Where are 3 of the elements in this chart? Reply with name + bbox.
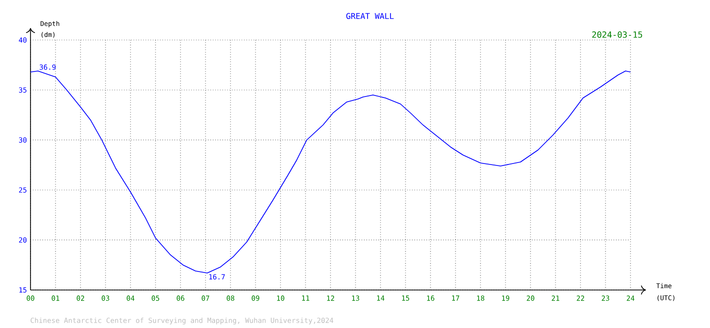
line-series xyxy=(30,70,631,274)
chart-title: GREAT WALL xyxy=(346,12,394,20)
text: 2024-03-15 xyxy=(592,31,642,38)
